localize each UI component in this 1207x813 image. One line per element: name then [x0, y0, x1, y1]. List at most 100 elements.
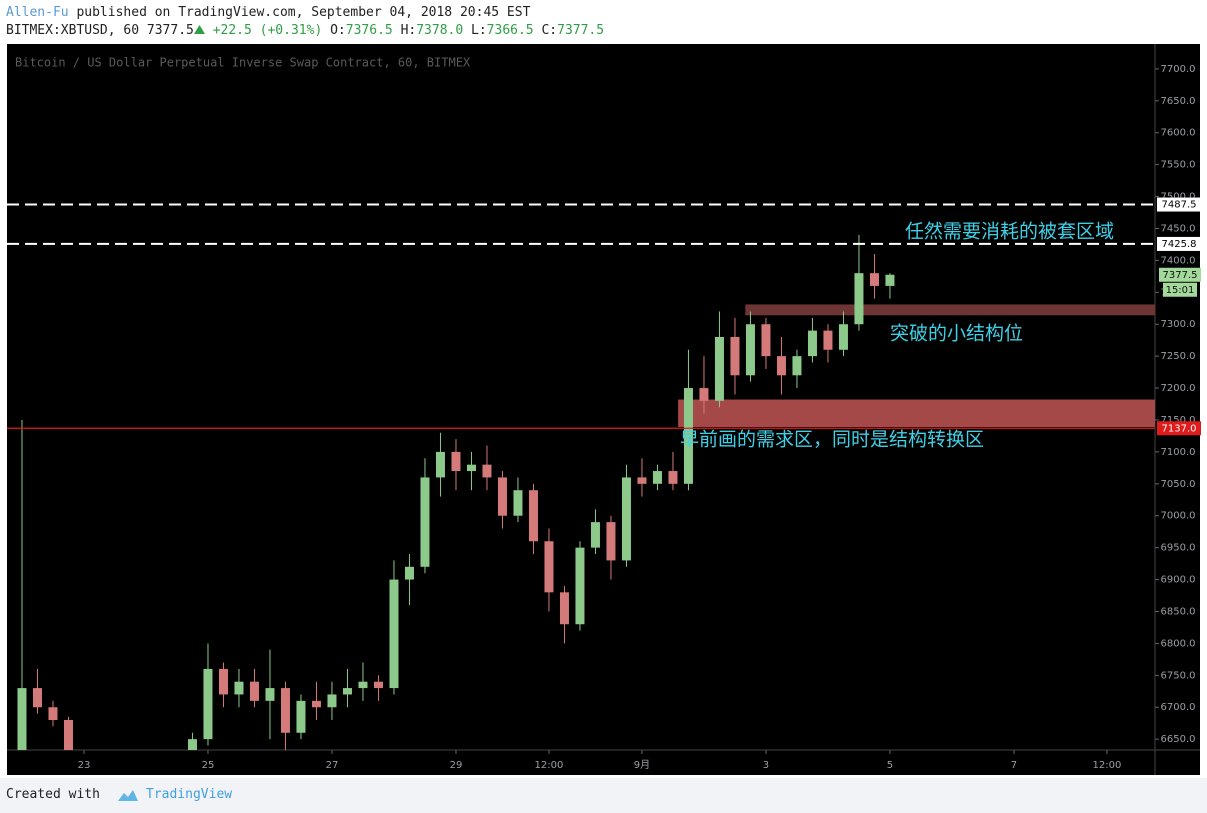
- y-tick-label: 6850.0: [1161, 606, 1196, 617]
- candle-body: [234, 681, 244, 695]
- symbol: BITMEX:XBTUSD, 60: [6, 23, 140, 38]
- up-triangle: [193, 25, 205, 34]
- candle-body: [63, 719, 73, 750]
- y-tick-label: 6800.0: [1161, 638, 1196, 649]
- y-tick-label: 7250.0: [1161, 351, 1196, 362]
- price-label: 7137.0: [1162, 423, 1197, 434]
- candle-body: [373, 681, 383, 689]
- candle-body: [885, 274, 895, 286]
- annotation: 突破的小结构位: [890, 323, 1023, 345]
- candle-body: [466, 464, 476, 472]
- candle-body: [497, 477, 507, 516]
- candle-body: [482, 464, 492, 478]
- x-tick-label: 5: [887, 760, 893, 771]
- logo: [118, 790, 138, 801]
- y-tick-label: 7300.0: [1161, 319, 1196, 330]
- x-tick-label: 12:00: [1093, 760, 1122, 771]
- candle-body: [187, 739, 197, 750]
- y-tick-label: 7600.0: [1161, 128, 1196, 139]
- ohlc-label: L:: [471, 23, 487, 38]
- price-label-box: [1157, 236, 1201, 251]
- y-tick-label: 7700.0: [1161, 64, 1196, 75]
- candle-body: [280, 688, 290, 733]
- header-line-1: Allen-Fu published on TradingView.com, S…: [6, 4, 604, 22]
- candle-body: [668, 471, 678, 484]
- x-tick-label: 23: [78, 760, 91, 771]
- countdown: 15:01: [1166, 285, 1195, 296]
- candle-body: [342, 688, 352, 695]
- y-tick-label: 7000.0: [1161, 511, 1196, 522]
- change-pct: (+0.31%): [259, 23, 323, 38]
- y-tick-label: 7550.0: [1161, 160, 1196, 171]
- published: published on TradingView.com, September …: [76, 5, 531, 20]
- y-tick-label: 7200.0: [1161, 383, 1196, 394]
- candle-body: [575, 547, 585, 625]
- candle-body: [776, 356, 786, 376]
- candle-body: [792, 356, 802, 376]
- price-label: 7425.8: [1162, 239, 1197, 250]
- y-tick-label: 7150.0: [1161, 415, 1196, 426]
- candle-body: [435, 451, 445, 478]
- zone: [745, 304, 1155, 316]
- brand[interactable]: TradingView: [146, 787, 233, 802]
- x-tick-label: 9月: [634, 759, 650, 771]
- ohlc-value: 7376.5: [345, 23, 393, 38]
- candle-body: [451, 451, 461, 472]
- candle-body: [699, 388, 709, 401]
- annotation: 任然需要消耗的被套区域: [905, 221, 1114, 243]
- candle-body: [265, 688, 275, 701]
- price-label-box: [1157, 421, 1201, 436]
- y-tick-label: 6950.0: [1161, 543, 1196, 554]
- candle-body: [823, 330, 833, 350]
- candle-body: [513, 490, 523, 516]
- candle-body: [590, 522, 600, 548]
- change: +22.5: [212, 23, 252, 38]
- x-tick-label: 25: [202, 760, 215, 771]
- candle-body: [761, 324, 771, 357]
- header: Allen-Fu published on TradingView.com, S…: [6, 4, 604, 40]
- candle-body: [544, 541, 554, 593]
- x-tick-label: 12:00: [535, 760, 564, 771]
- candle-body: [683, 388, 693, 484]
- ohlc-value: 7378.0: [416, 23, 464, 38]
- ohlc-label: O:: [330, 23, 346, 38]
- price-label: 7487.5: [1162, 200, 1197, 211]
- candle-body: [559, 592, 569, 625]
- candle-body: [17, 688, 27, 750]
- candle-body: [249, 681, 259, 701]
- ohlc-value: 7377.5: [557, 23, 605, 38]
- candle-body: [327, 694, 337, 708]
- candle-body: [606, 522, 616, 561]
- x-tick-label: 27: [326, 760, 339, 771]
- last-price: 7377.5: [1163, 270, 1198, 281]
- y-tick-label: 7500.0: [1161, 192, 1196, 203]
- candle-body: [32, 688, 42, 708]
- candle-body: [404, 566, 414, 580]
- zone: [678, 399, 1155, 428]
- chart: Bitcoin / US Dollar Perpetual Inverse Sw…: [7, 44, 1201, 775]
- candle-body: [714, 336, 724, 401]
- candle-body: [745, 324, 755, 376]
- candle-body: [218, 668, 228, 695]
- y-tick-label: 7650.0: [1161, 96, 1196, 107]
- x-tick-label: 29: [450, 760, 463, 771]
- candle-body: [296, 700, 306, 733]
- annotation: 早前画的需求区，同时是结构转换区: [680, 429, 984, 451]
- chart-title: Bitcoin / US Dollar Perpetual Inverse Sw…: [15, 56, 471, 70]
- y-tick-label: 7050.0: [1161, 479, 1196, 490]
- candle-body: [311, 700, 321, 708]
- author[interactable]: Allen-Fu: [6, 5, 69, 20]
- plot: [17, 234, 1155, 750]
- candle-body: [528, 490, 538, 542]
- y-tick-label: 6750.0: [1161, 670, 1196, 681]
- ohlc-label: H:: [400, 23, 417, 38]
- candle-body: [389, 579, 399, 689]
- y-tick-label: 6900.0: [1161, 575, 1196, 586]
- candle-body: [420, 477, 430, 567]
- candle-body: [869, 273, 879, 286]
- candle-body: [48, 707, 58, 720]
- last-price-box: [1159, 267, 1201, 282]
- ohlc-label: C:: [541, 23, 558, 38]
- header-line-2: BITMEX:XBTUSD, 60 7377.5 +22.5 (+0.31%) …: [6, 22, 604, 40]
- y-tick-label: 7450.0: [1161, 223, 1196, 234]
